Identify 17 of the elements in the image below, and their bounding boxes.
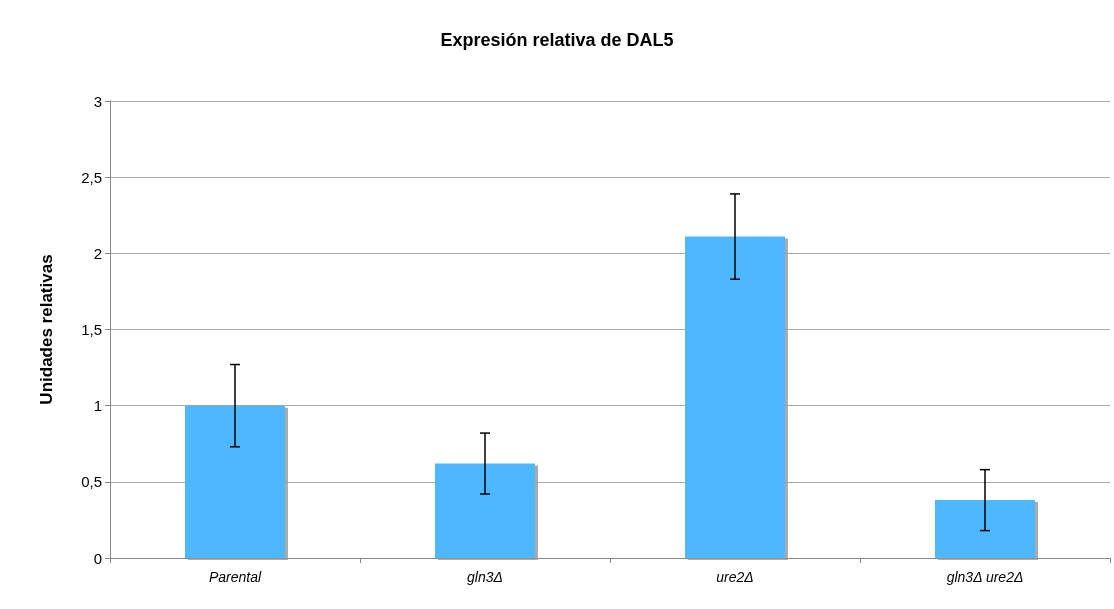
x-tick-label: gln3Δ ure2Δ: [946, 569, 1024, 585]
x-tick-label: ure2Δ: [716, 569, 754, 585]
y-tick-label: 1,5: [81, 321, 102, 338]
x-tick-label: Parental: [208, 569, 262, 585]
bar: [685, 236, 785, 558]
y-tick-label: 3: [93, 92, 102, 110]
bar: [435, 463, 535, 558]
y-axis-title: Unidades relativas: [37, 254, 56, 405]
y-tick-label: 2,5: [81, 168, 102, 186]
y-tick-label: 1: [93, 397, 102, 415]
y-tick-label: 2: [93, 244, 102, 262]
y-tick-label: 0,5: [81, 473, 102, 491]
bar: [185, 405, 285, 558]
bar: [935, 500, 1035, 558]
x-tick-label: gln3Δ: [467, 569, 503, 585]
y-tick-label: 0: [93, 549, 102, 567]
chart-title: Expresión relativa de DAL5: [440, 30, 674, 50]
